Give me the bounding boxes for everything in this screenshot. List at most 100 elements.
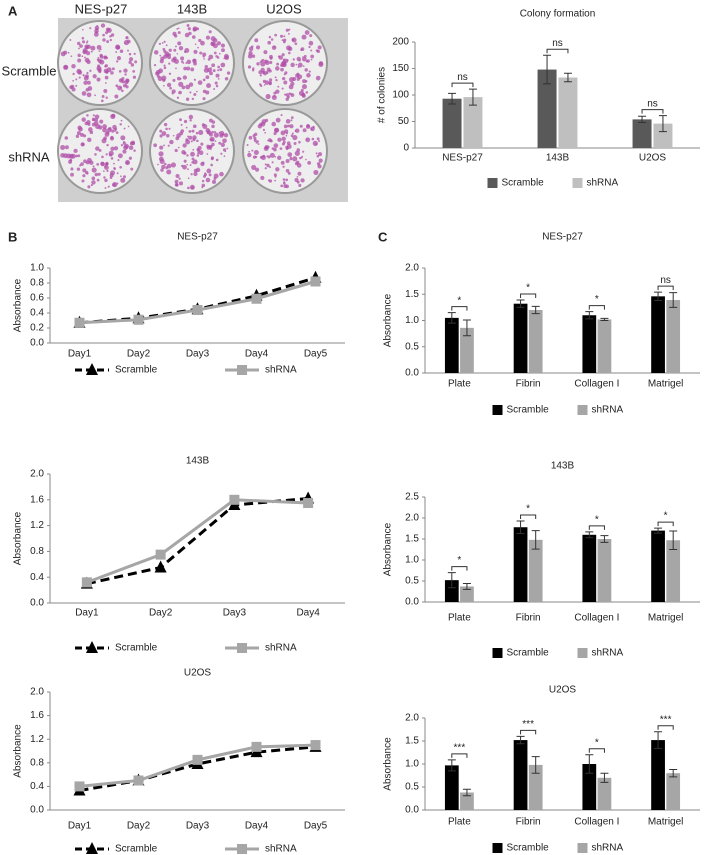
colony (108, 153, 113, 157)
colony (274, 76, 277, 79)
colony (185, 84, 191, 90)
colony (77, 70, 83, 75)
colony (196, 139, 199, 143)
colony (108, 127, 112, 131)
colony (91, 180, 96, 185)
colony (60, 144, 66, 150)
y-tick-label: 1.0 (405, 555, 419, 566)
colony (78, 76, 81, 79)
colony (118, 70, 122, 73)
colony (220, 43, 226, 48)
square-marker (310, 276, 321, 287)
colony (219, 171, 224, 177)
bar (442, 98, 462, 148)
colony (176, 76, 181, 81)
colony (192, 135, 197, 140)
y-tick-label: 2.0 (30, 469, 44, 480)
bar (513, 740, 528, 810)
colony (193, 78, 196, 81)
colony (268, 179, 273, 183)
x-tick-label: Day5 (304, 349, 328, 360)
colony (63, 64, 69, 70)
colony (316, 162, 321, 166)
square-marker (237, 844, 247, 854)
colony (127, 125, 130, 128)
bar (597, 319, 612, 373)
square-marker (229, 494, 240, 505)
colony (85, 88, 90, 92)
colony (308, 45, 311, 49)
colony (82, 74, 85, 77)
colony (205, 35, 211, 40)
colony (192, 28, 197, 32)
colony (216, 56, 220, 59)
colony (171, 92, 174, 95)
colony (198, 129, 204, 136)
colony (119, 175, 122, 178)
y-tick-label: 1.5 (405, 534, 419, 545)
x-tick-label: Collagen I (574, 379, 619, 390)
colony (210, 67, 212, 69)
y-tick-label: 2.0 (405, 713, 419, 724)
x-tick-label: Day1 (68, 349, 92, 360)
significance-label: * (457, 555, 461, 566)
bar (651, 530, 665, 602)
colony (318, 61, 324, 66)
error-bar (658, 115, 667, 133)
colony (193, 93, 197, 96)
colony (80, 162, 84, 166)
colony (316, 137, 320, 141)
colony (128, 57, 134, 62)
colony (305, 158, 307, 161)
colony (60, 153, 65, 158)
colony (117, 159, 120, 162)
error-bar (585, 531, 594, 539)
colony (285, 28, 289, 32)
colony (209, 71, 213, 76)
square-marker (251, 741, 262, 752)
colony (187, 27, 191, 31)
colony (167, 55, 172, 60)
colony (271, 161, 274, 164)
colony (97, 172, 101, 176)
significance-label: ns (552, 38, 563, 49)
colony (256, 62, 260, 66)
colony (188, 135, 193, 140)
colony (211, 130, 214, 134)
colony (192, 159, 198, 165)
colony (196, 154, 200, 157)
colony (180, 56, 185, 61)
error-bar (516, 299, 525, 308)
colony (258, 70, 263, 75)
line (86, 498, 309, 584)
colony (209, 138, 212, 141)
colony (178, 45, 184, 51)
square-marker (192, 305, 203, 315)
colony (169, 139, 174, 145)
colony (303, 54, 307, 58)
colony (86, 40, 89, 43)
colony (186, 66, 191, 71)
colony (304, 68, 308, 72)
square-marker (303, 498, 314, 509)
colony (94, 153, 97, 156)
colony (110, 33, 115, 37)
colony (173, 48, 177, 52)
x-tick-label: Plate (448, 613, 471, 624)
colony (284, 71, 288, 75)
colony (191, 35, 196, 39)
significance-bracket (451, 566, 468, 571)
colony (202, 89, 207, 94)
colony (156, 74, 160, 78)
colony (186, 168, 189, 171)
significance-label: ns (660, 275, 671, 286)
colony (261, 119, 267, 125)
colony (176, 52, 179, 55)
chart-title: NES-p27 (177, 232, 218, 243)
colony (104, 64, 108, 68)
colony (282, 165, 285, 168)
colony (316, 154, 320, 158)
colony (222, 148, 227, 152)
colony (273, 131, 277, 136)
colony (202, 78, 206, 82)
